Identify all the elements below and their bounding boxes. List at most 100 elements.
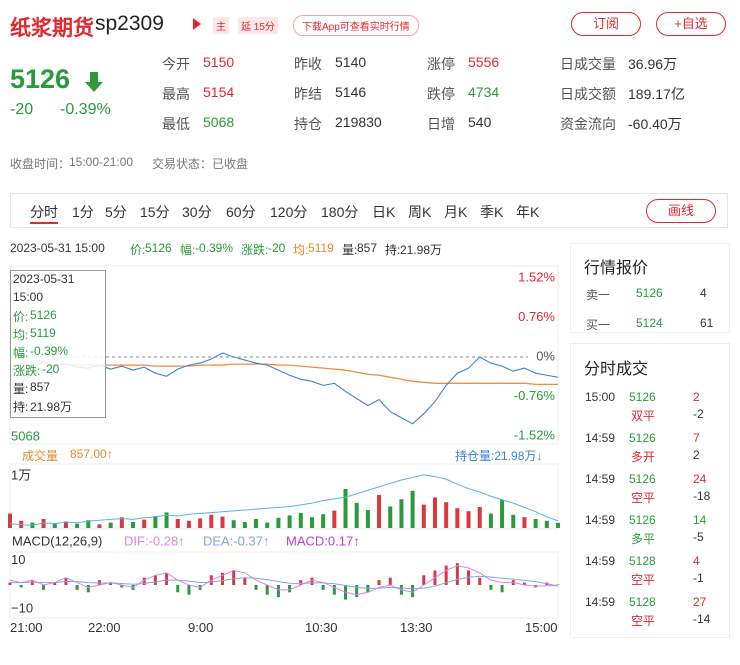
trade-vol: 14 [693, 513, 707, 527]
volume-bar [500, 499, 505, 528]
macd-bar [276, 585, 280, 598]
tab[interactable]: 分时 [30, 202, 58, 224]
macd-bar [86, 585, 90, 593]
volume-bar [63, 521, 68, 528]
panel-box [570, 243, 730, 333]
panel-box [570, 343, 730, 638]
stat-label: 最高 [162, 86, 190, 102]
tooltip-value: 5119 [30, 326, 56, 340]
tab[interactable]: 15分 [140, 204, 170, 220]
macd-bar [489, 585, 493, 590]
tooltip-label: 幅: [13, 346, 29, 360]
tab[interactable]: 5分 [105, 204, 127, 220]
tab[interactable]: 周K [408, 204, 432, 220]
quote-label: 买一 [586, 318, 611, 332]
tab[interactable]: 120分 [270, 204, 308, 220]
tooltip-label: 涨跌: [13, 364, 41, 378]
macd-bar [455, 563, 459, 585]
stat-label: 资金流向 [560, 116, 616, 132]
trade-vol: 7 [693, 431, 700, 445]
download-pill[interactable]: 下载App可查看实时行情 [293, 15, 419, 36]
pct-tick-label: 0.76% [518, 309, 555, 324]
volume-bar [321, 514, 326, 528]
macd-bar [75, 585, 79, 590]
volume-bar [198, 518, 203, 528]
subscribe-button[interactable]: 订阅 [571, 12, 641, 36]
time-label: 9:00 [188, 620, 214, 635]
macd-bar [187, 585, 191, 595]
trade-type: 空平 [631, 614, 656, 628]
volume-bar [410, 490, 415, 528]
draw-button[interactable]: 画线 [646, 199, 716, 223]
tab[interactable]: 180分 [321, 204, 359, 220]
play-icon [193, 18, 201, 30]
tab[interactable]: 1分 [72, 204, 94, 220]
volume-bar [556, 522, 560, 528]
trade-diff: -18 [693, 489, 711, 503]
time-label: 10:30 [305, 620, 338, 635]
title: 纸浆期货 [10, 17, 94, 40]
macd-bar [444, 565, 448, 585]
trade-diff: -2 [693, 407, 704, 421]
trade-price: 5126 [629, 472, 656, 486]
stat-value: 540 [468, 114, 492, 130]
volume-bar [209, 514, 214, 528]
info-value: 5126 [145, 241, 172, 255]
panel-title: 分时成交 [584, 361, 649, 378]
volume-bar [220, 516, 225, 528]
macd-title: MACD(12,26,9) [12, 533, 102, 548]
macd-macd: MACD:0.17↑ [286, 533, 360, 548]
info-value: 21.98万 [400, 243, 443, 257]
volume-bar [533, 519, 538, 528]
pct-tick-label: -1.52% [514, 427, 556, 442]
tab[interactable]: 月K [444, 204, 468, 220]
tooltip-value: 5126 [30, 308, 57, 322]
macd-bar [411, 585, 415, 598]
quote-vol: 61 [700, 316, 714, 330]
tab[interactable]: 年K [516, 204, 540, 220]
macd-bar [321, 585, 325, 590]
macd-bar [243, 577, 247, 585]
stat-label: 今开 [162, 56, 190, 72]
info-label: 幅: [180, 243, 196, 257]
volume-bar [186, 520, 191, 528]
volume-bar [298, 513, 303, 528]
stat-label: 日增 [427, 116, 455, 132]
tab[interactable]: 60分 [226, 204, 256, 220]
volume-bar [522, 517, 527, 528]
stat-value: 219830 [335, 114, 382, 130]
volume-bar [265, 522, 270, 528]
macd-tick-label: 10 [11, 552, 25, 567]
volume-tick-label: 1万 [11, 467, 31, 482]
stat-label: 涨停 [427, 56, 455, 72]
volume-bar [388, 506, 393, 528]
macd-bar [232, 570, 236, 585]
info-label: 均: [293, 243, 309, 257]
trade-vol: 4 [693, 554, 700, 568]
trade-price: 5126 [629, 513, 656, 527]
time-label: 22:00 [88, 620, 121, 635]
trade-price: 5126 [629, 431, 656, 445]
trade-type: 空平 [631, 491, 656, 505]
trade-type: 多平 [631, 532, 656, 546]
stat-value: 5150 [203, 54, 235, 70]
stat-label: 昨收 [294, 56, 322, 72]
tab[interactable]: 季K [480, 204, 504, 220]
volume-bar [309, 517, 314, 528]
volume-bar [488, 513, 493, 528]
tab[interactable]: 30分 [182, 204, 212, 220]
status: 收盘时间： [10, 157, 71, 171]
tooltip-value: 21.98万 [30, 400, 73, 414]
tooltip-label: 均: [13, 328, 29, 342]
quote-price: 5126 [636, 286, 663, 300]
tab[interactable]: 日K [372, 204, 396, 220]
trade-price: 5126 [629, 390, 656, 404]
macd-bar [500, 585, 504, 593]
trade-vol: 24 [693, 472, 707, 486]
tooltip-label: 量: [13, 382, 29, 396]
stat-value: 5154 [203, 84, 235, 100]
watch-button[interactable]: +自选 [656, 12, 726, 36]
macd-bar [265, 585, 269, 595]
time-label: 21:00 [10, 620, 43, 635]
